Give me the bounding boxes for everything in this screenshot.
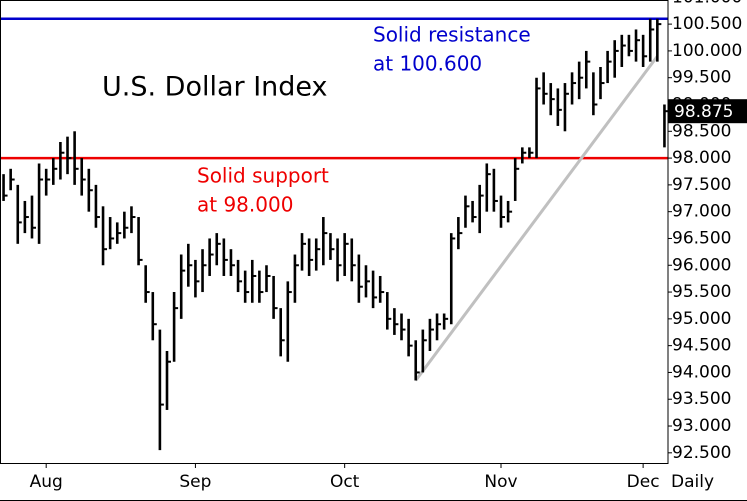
y-tick-label: 99.500	[672, 68, 731, 88]
y-tick-label: 100.500	[672, 14, 742, 34]
y-tick-label: 97.500	[672, 175, 731, 195]
support-label: Solid support	[197, 164, 329, 188]
y-tick-label: 94.500	[672, 336, 731, 356]
trend-line	[414, 55, 659, 382]
x-tick-label: Aug	[30, 472, 63, 492]
y-tick-label: 95.000	[672, 309, 731, 329]
y-tick-label: 101.000	[672, 0, 742, 7]
y-tick-label: 97.000	[672, 202, 731, 222]
period-label: Daily	[671, 472, 714, 492]
y-tick-label: 96.000	[672, 255, 731, 275]
last-price-box	[668, 99, 747, 124]
x-tick-label: Dec	[627, 472, 660, 492]
y-tick-label: 92.500	[672, 443, 731, 463]
y-tick-label: 96.500	[672, 228, 731, 248]
support-label: at 98.000	[197, 193, 293, 217]
resistance-label: at 100.600	[373, 52, 482, 76]
y-tick-label: 100.000	[672, 41, 742, 61]
y-tick-label: 93.000	[672, 416, 731, 436]
last-price-label: 98.875	[674, 102, 733, 122]
y-tick-label: 93.500	[672, 389, 731, 409]
x-tick-label: Sep	[179, 472, 211, 492]
y-tick-label: 98.000	[672, 148, 731, 168]
y-tick-label: 94.000	[672, 362, 731, 382]
x-tick-label: Oct	[330, 472, 360, 492]
resistance-label: Solid resistance	[373, 23, 531, 47]
y-tick-label: 98.500	[672, 121, 731, 141]
chart-title: U.S. Dollar Index	[102, 72, 328, 103]
x-tick-label: Nov	[484, 472, 517, 492]
plot-frame	[0, 0, 669, 464]
y-tick-label: 95.500	[672, 282, 731, 302]
